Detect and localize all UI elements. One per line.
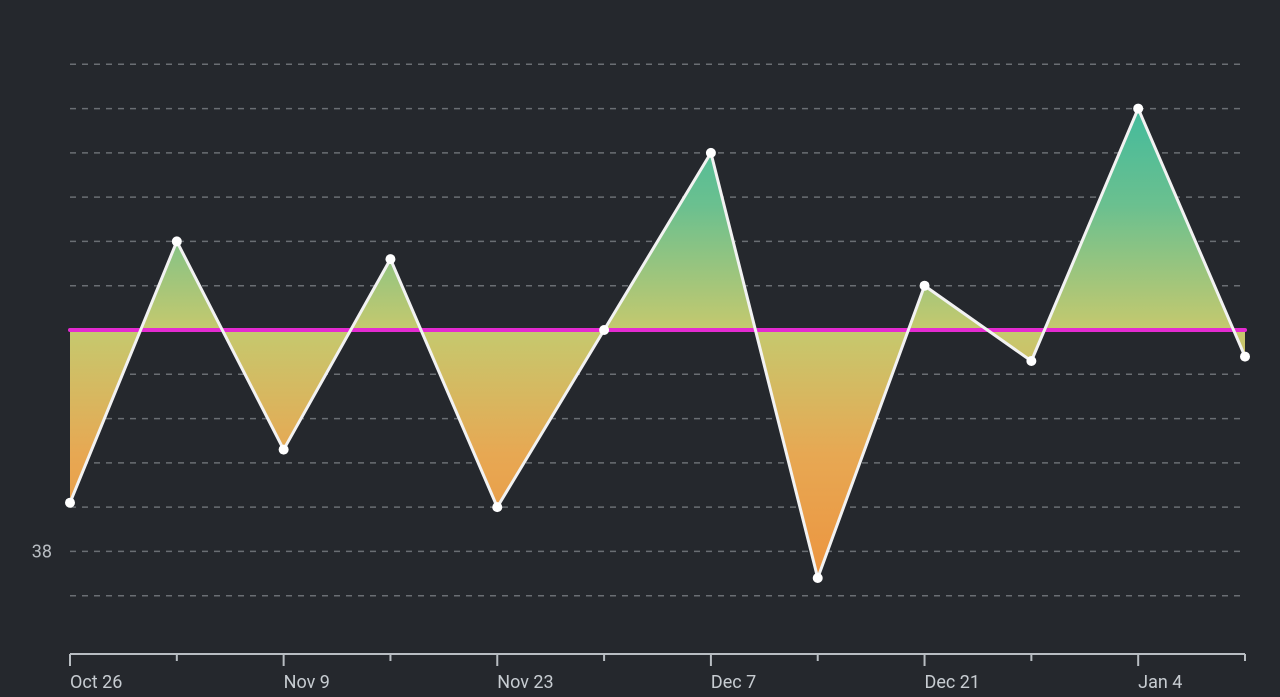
data-point[interactable]	[279, 445, 289, 455]
data-point[interactable]	[65, 498, 75, 508]
chart-canvas: 38 Oct 26 Nov 9 Nov 23 Dec 7 Dec 21 Jan 4	[0, 0, 1280, 697]
x-axis-label: Dec 21	[925, 672, 980, 693]
data-point[interactable]	[1133, 104, 1143, 114]
time-series-area-chart: 38 Oct 26 Nov 9 Nov 23 Dec 7 Dec 21 Jan 4	[0, 0, 1280, 697]
data-point[interactable]	[172, 236, 182, 246]
data-point[interactable]	[1240, 352, 1250, 362]
data-point[interactable]	[385, 254, 395, 264]
x-axis-label: Dec 7	[711, 672, 756, 693]
x-axis-label: Nov 23	[497, 672, 553, 693]
data-point[interactable]	[920, 281, 930, 291]
data-point[interactable]	[1026, 356, 1036, 366]
chart-background	[0, 0, 1280, 697]
data-point[interactable]	[706, 148, 716, 158]
data-point[interactable]	[492, 502, 502, 512]
y-axis-label: 38	[32, 541, 52, 562]
x-axis-label: Jan 4	[1138, 672, 1182, 693]
x-axis-label: Nov 9	[284, 672, 330, 693]
data-point[interactable]	[599, 325, 609, 335]
data-point[interactable]	[813, 573, 823, 583]
x-axis-label: Oct 26	[70, 672, 122, 693]
